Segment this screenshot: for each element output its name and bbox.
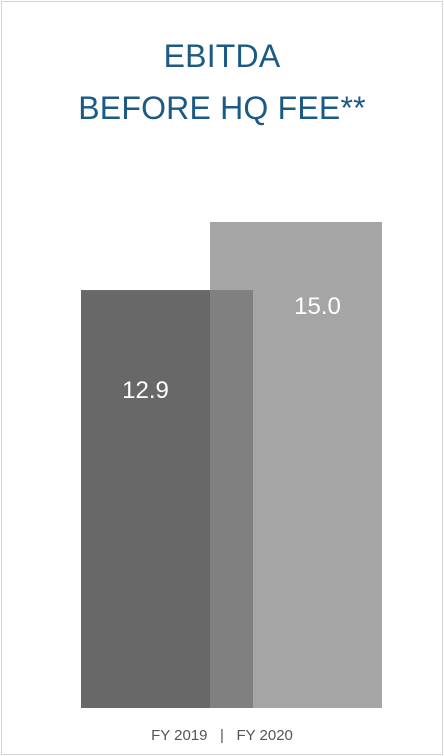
value-label-fy-2020: 15.0 xyxy=(294,293,341,320)
x-label-fy2020: FY 2020 xyxy=(236,727,293,744)
chart-title-line-2: BEFORE HQ FEE** xyxy=(78,90,366,126)
x-label-separator: | xyxy=(220,727,224,744)
chart-title-line-1: EBITDA xyxy=(163,38,281,74)
x-axis-labels: FY 2019 | FY 2020 xyxy=(0,727,444,744)
bar-overlap xyxy=(210,290,253,708)
x-label-fy2019: FY 2019 xyxy=(151,727,208,744)
value-label-fy-2019: 12.9 xyxy=(122,377,169,404)
